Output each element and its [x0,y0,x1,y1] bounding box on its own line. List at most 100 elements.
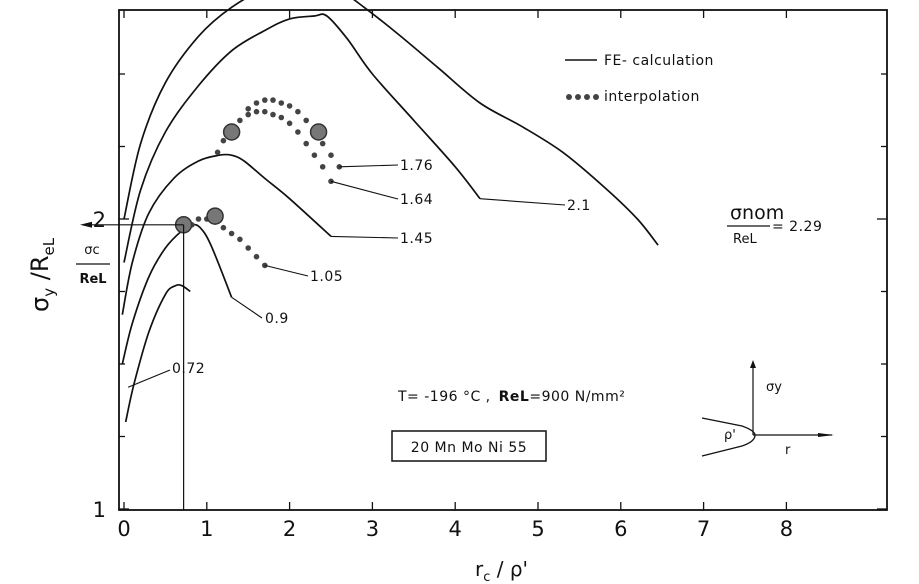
y-tick-label-2: 2 [93,208,106,232]
fe-curve-1.45 [121,153,332,315]
dot-1.76-2 [262,97,268,103]
fe-curve-0.72 [124,283,191,423]
x-label-r: r [475,557,484,581]
dot-1.64-11 [303,140,310,147]
curve-label-2.1: 2.1 [567,198,591,214]
leader-0.9 [231,296,263,319]
dot-1.05-7 [245,245,251,251]
dot-1.64-12 [311,152,318,158]
y-axis-label: σy /ReL [26,237,58,312]
rel-label: ReL [499,389,530,405]
x-tick-label-0: 0 [117,517,130,541]
curve-label-1.76: 1.76 [400,158,433,174]
leader-1.45 [330,235,399,239]
dot-1.76-1 [253,100,260,106]
x-label-sub: c [483,570,490,584]
inset-r-arrow-icon [818,433,834,437]
notch-outline [701,417,756,457]
y-label-sigma: σ [26,297,54,312]
dot-1.76-9 [319,140,326,147]
y-label-mid: /R [26,256,54,288]
x-tick-label-4: 4 [449,517,462,541]
dot-1.64-8 [278,114,285,121]
legend-dot-2 [584,94,590,100]
dot-1.76-7 [303,117,310,124]
fe-curves [121,0,659,423]
material-label: 20 Mn Mo Ni 55 [411,440,527,456]
x-tick-label-2: 2 [283,517,296,541]
dot-1.76-3 [270,97,276,103]
curve-labels: 0.72 0.9 1.45 2.1 1.05 1.64 1.76 [172,158,591,377]
dot-1.76-5 [286,103,293,109]
dot-1.64-7 [270,111,276,118]
curve-label-0.9: 0.9 [265,311,289,327]
x-tick-label-5: 5 [531,517,544,541]
inset-sigma-label: σy [766,380,782,395]
test-conditions: T= -196 °C , ReL=900 N/mm² [397,389,625,405]
x-label-rho: / ρ' [490,557,528,581]
leader-0.72 [127,369,171,388]
dot-1.76-4 [278,100,285,106]
dot-1.76-0 [245,106,251,112]
curve-label-1.64: 1.64 [400,192,433,208]
interpolation-dots [189,97,343,269]
svg-text:σy /ReL: σy /ReL [26,237,58,312]
x-tick-label-3: 3 [366,517,379,541]
dot-1.64-4 [245,111,251,118]
fe-curve-0.9 [121,223,233,365]
leader-1.64 [330,180,399,200]
y-tick-labels: 12 [93,208,106,522]
temperature-text: T= -196 °C , [397,389,491,405]
dot-1.76-6 [295,108,301,115]
y-label-sub: y [40,288,58,297]
sigma-c-denominator: ReL [79,272,106,287]
critical-point-2 [222,123,241,141]
y-label-sub2: eL [40,237,58,255]
sigma-nom-denominator: ReL [733,232,757,247]
sigma-c-arrow-icon [80,221,92,228]
critical-point-3 [309,123,328,141]
critical-points [174,123,328,234]
dot-1.05-1 [195,216,202,222]
plot-frame [118,9,888,511]
dot-1.64-6 [262,108,268,115]
material-box [391,430,547,462]
curve-label-1.05: 1.05 [310,269,343,285]
legend-dot-0 [566,94,572,100]
x-tick-label-1: 1 [200,517,213,541]
dot-1.76-10 [328,152,334,158]
notch-inset: σy ρ' r [701,360,834,458]
dot-1.05-5 [228,230,235,237]
sigma-c-arrow [80,221,184,228]
curve-label-leaders [127,164,566,388]
dot-1.64-13 [319,164,326,170]
critical-point-1 [206,207,224,225]
legend-dot-3 [593,94,599,100]
legend-dot-1 [575,94,581,100]
dot-1.64-1 [220,137,227,144]
axis-ticks [119,10,887,510]
legend-interpolation: interpolation [604,89,700,105]
sigma-nom-numerator: σnom [730,202,784,224]
y-tick-label-1: 1 [93,498,106,522]
dot-1.05-6 [237,236,243,243]
leader-1.76 [339,164,399,168]
fe-curve-2.29 [123,0,659,246]
leader-2.1 [479,198,566,206]
dot-1.64-9 [286,120,293,127]
x-axis-label: rc / ρ' [475,557,528,584]
rel-value: =900 N/mm² [529,389,625,405]
x-tick-label-6: 6 [614,517,627,541]
x-tick-label-8: 8 [780,517,793,541]
inset-y-arrow-icon [750,360,756,368]
legend-fe-calculation: FE- calculation [604,53,714,69]
sigma-nom-value: = 2.29 [772,219,822,235]
sigma-nom-annotation: σnom ReL = 2.29 [727,202,822,247]
inset-r-label: r [785,443,791,458]
sigma-c-fraction: σc ReL [76,243,110,287]
legend-dotted-swatch [566,94,599,100]
x-tick-label-7: 7 [697,517,710,541]
legend: FE- calculation interpolation [565,53,714,105]
sigma-c-numerator: σc [84,243,99,258]
